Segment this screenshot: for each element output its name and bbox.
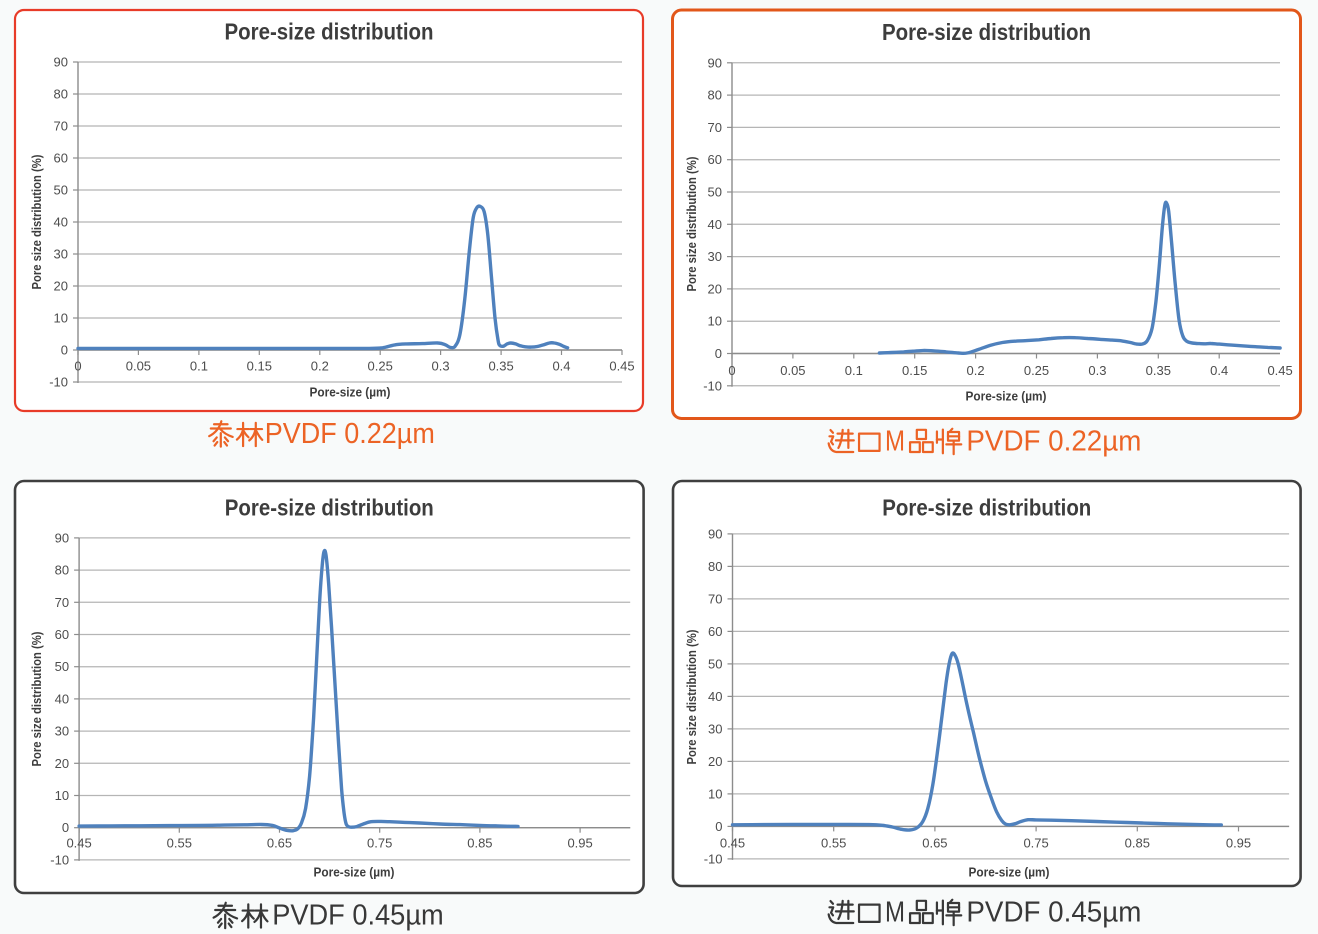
svg-text:90: 90	[708, 55, 722, 70]
svg-text:60: 60	[708, 152, 722, 167]
svg-text:80: 80	[708, 559, 722, 574]
svg-text:0: 0	[728, 363, 735, 378]
svg-text:0.3: 0.3	[1088, 363, 1106, 378]
svg-text:40: 40	[708, 689, 722, 704]
svg-text:0.25: 0.25	[368, 359, 393, 374]
svg-text:0.2: 0.2	[967, 363, 985, 378]
svg-text:50: 50	[708, 185, 722, 200]
svg-text:M: M	[885, 897, 905, 929]
svg-text:PVDF 0.22µm: PVDF 0.22µm	[265, 418, 435, 450]
svg-text:0.55: 0.55	[821, 836, 846, 851]
svg-text:Pore-size distribution: Pore-size distribution	[225, 495, 434, 521]
svg-text:Pore-size (µm): Pore-size (µm)	[314, 866, 395, 880]
svg-text:30: 30	[708, 249, 722, 264]
svg-text:40: 40	[708, 217, 722, 232]
svg-text:0.3: 0.3	[432, 359, 450, 374]
svg-text:10: 10	[708, 314, 722, 329]
svg-text:-10: -10	[50, 852, 69, 867]
svg-text:0: 0	[61, 343, 68, 358]
svg-text:Pore-size (µm): Pore-size (µm)	[966, 390, 1047, 404]
svg-text:-10: -10	[704, 851, 723, 866]
svg-text:30: 30	[54, 247, 68, 262]
svg-text:40: 40	[54, 215, 68, 230]
svg-text:70: 70	[708, 120, 722, 135]
svg-text:50: 50	[54, 183, 68, 198]
svg-text:60: 60	[55, 627, 69, 642]
svg-text:0.85: 0.85	[1125, 836, 1150, 851]
svg-text:10: 10	[54, 311, 68, 326]
svg-text:30: 30	[708, 721, 722, 736]
svg-text:0.15: 0.15	[902, 363, 927, 378]
svg-text:70: 70	[708, 591, 722, 606]
svg-text:0.65: 0.65	[922, 836, 947, 851]
svg-text:10: 10	[708, 786, 722, 801]
svg-text:50: 50	[55, 659, 69, 674]
svg-text:0.35: 0.35	[1146, 363, 1171, 378]
svg-text:0.75: 0.75	[1023, 836, 1048, 851]
svg-text:0.35: 0.35	[488, 359, 513, 374]
svg-text:80: 80	[54, 87, 68, 102]
svg-text:90: 90	[54, 55, 68, 70]
svg-text:80: 80	[708, 88, 722, 103]
svg-text:40: 40	[55, 691, 69, 706]
svg-text:0.45: 0.45	[1267, 363, 1292, 378]
svg-text:PVDF 0.45µm: PVDF 0.45µm	[966, 897, 1141, 929]
svg-text:Pore size distribution (%): Pore size distribution (%)	[30, 155, 44, 290]
svg-text:PVDF 0.45µm: PVDF 0.45µm	[272, 900, 444, 932]
svg-text:20: 20	[54, 279, 68, 294]
svg-text:70: 70	[55, 595, 69, 610]
svg-text:0.1: 0.1	[190, 359, 208, 374]
svg-text:Pore size distribution (%): Pore size distribution (%)	[685, 630, 699, 765]
svg-text:0.75: 0.75	[367, 836, 392, 851]
svg-text:Pore-size distribution: Pore-size distribution	[882, 495, 1091, 521]
svg-text:-10: -10	[49, 375, 68, 390]
svg-text:0.05: 0.05	[126, 359, 151, 374]
svg-text:20: 20	[708, 754, 722, 769]
svg-text:Pore-size (µm): Pore-size (µm)	[969, 866, 1050, 880]
svg-text:20: 20	[55, 756, 69, 771]
svg-text:0.65: 0.65	[267, 836, 292, 851]
svg-text:80: 80	[55, 563, 69, 578]
svg-text:0: 0	[74, 359, 81, 374]
svg-text:-10: -10	[703, 378, 722, 393]
svg-text:30: 30	[55, 724, 69, 739]
svg-text:20: 20	[708, 281, 722, 296]
svg-text:0: 0	[62, 820, 69, 835]
svg-text:60: 60	[54, 151, 68, 166]
svg-text:0.1: 0.1	[845, 363, 863, 378]
svg-text:Pore size distribution (%): Pore size distribution (%)	[685, 157, 699, 292]
svg-text:0: 0	[715, 346, 722, 361]
svg-text:0.95: 0.95	[567, 836, 592, 851]
svg-text:0.05: 0.05	[780, 363, 805, 378]
svg-text:90: 90	[708, 526, 722, 541]
svg-text:PVDF 0.22µm: PVDF 0.22µm	[966, 426, 1141, 458]
svg-text:0: 0	[715, 819, 722, 834]
svg-text:M: M	[885, 426, 905, 458]
svg-text:0.45: 0.45	[609, 359, 634, 374]
svg-text:0.45: 0.45	[66, 836, 91, 851]
svg-text:70: 70	[54, 119, 68, 134]
svg-text:Pore size distribution (%): Pore size distribution (%)	[30, 632, 44, 767]
svg-text:60: 60	[708, 624, 722, 639]
svg-text:0.4: 0.4	[552, 359, 570, 374]
svg-text:90: 90	[55, 530, 69, 545]
svg-text:0.25: 0.25	[1024, 363, 1049, 378]
svg-text:0.95: 0.95	[1226, 836, 1251, 851]
svg-text:Pore-size distribution: Pore-size distribution	[225, 19, 434, 45]
svg-text:Pore-size distribution: Pore-size distribution	[882, 19, 1091, 45]
svg-text:0.55: 0.55	[167, 836, 192, 851]
svg-text:10: 10	[55, 788, 69, 803]
svg-text:0.4: 0.4	[1210, 363, 1228, 378]
svg-text:Pore-size (µm): Pore-size (µm)	[310, 386, 391, 400]
svg-text:0.45: 0.45	[720, 836, 745, 851]
svg-text:0.85: 0.85	[467, 836, 492, 851]
svg-text:0.2: 0.2	[311, 359, 329, 374]
svg-text:0.15: 0.15	[247, 359, 272, 374]
svg-text:50: 50	[708, 656, 722, 671]
